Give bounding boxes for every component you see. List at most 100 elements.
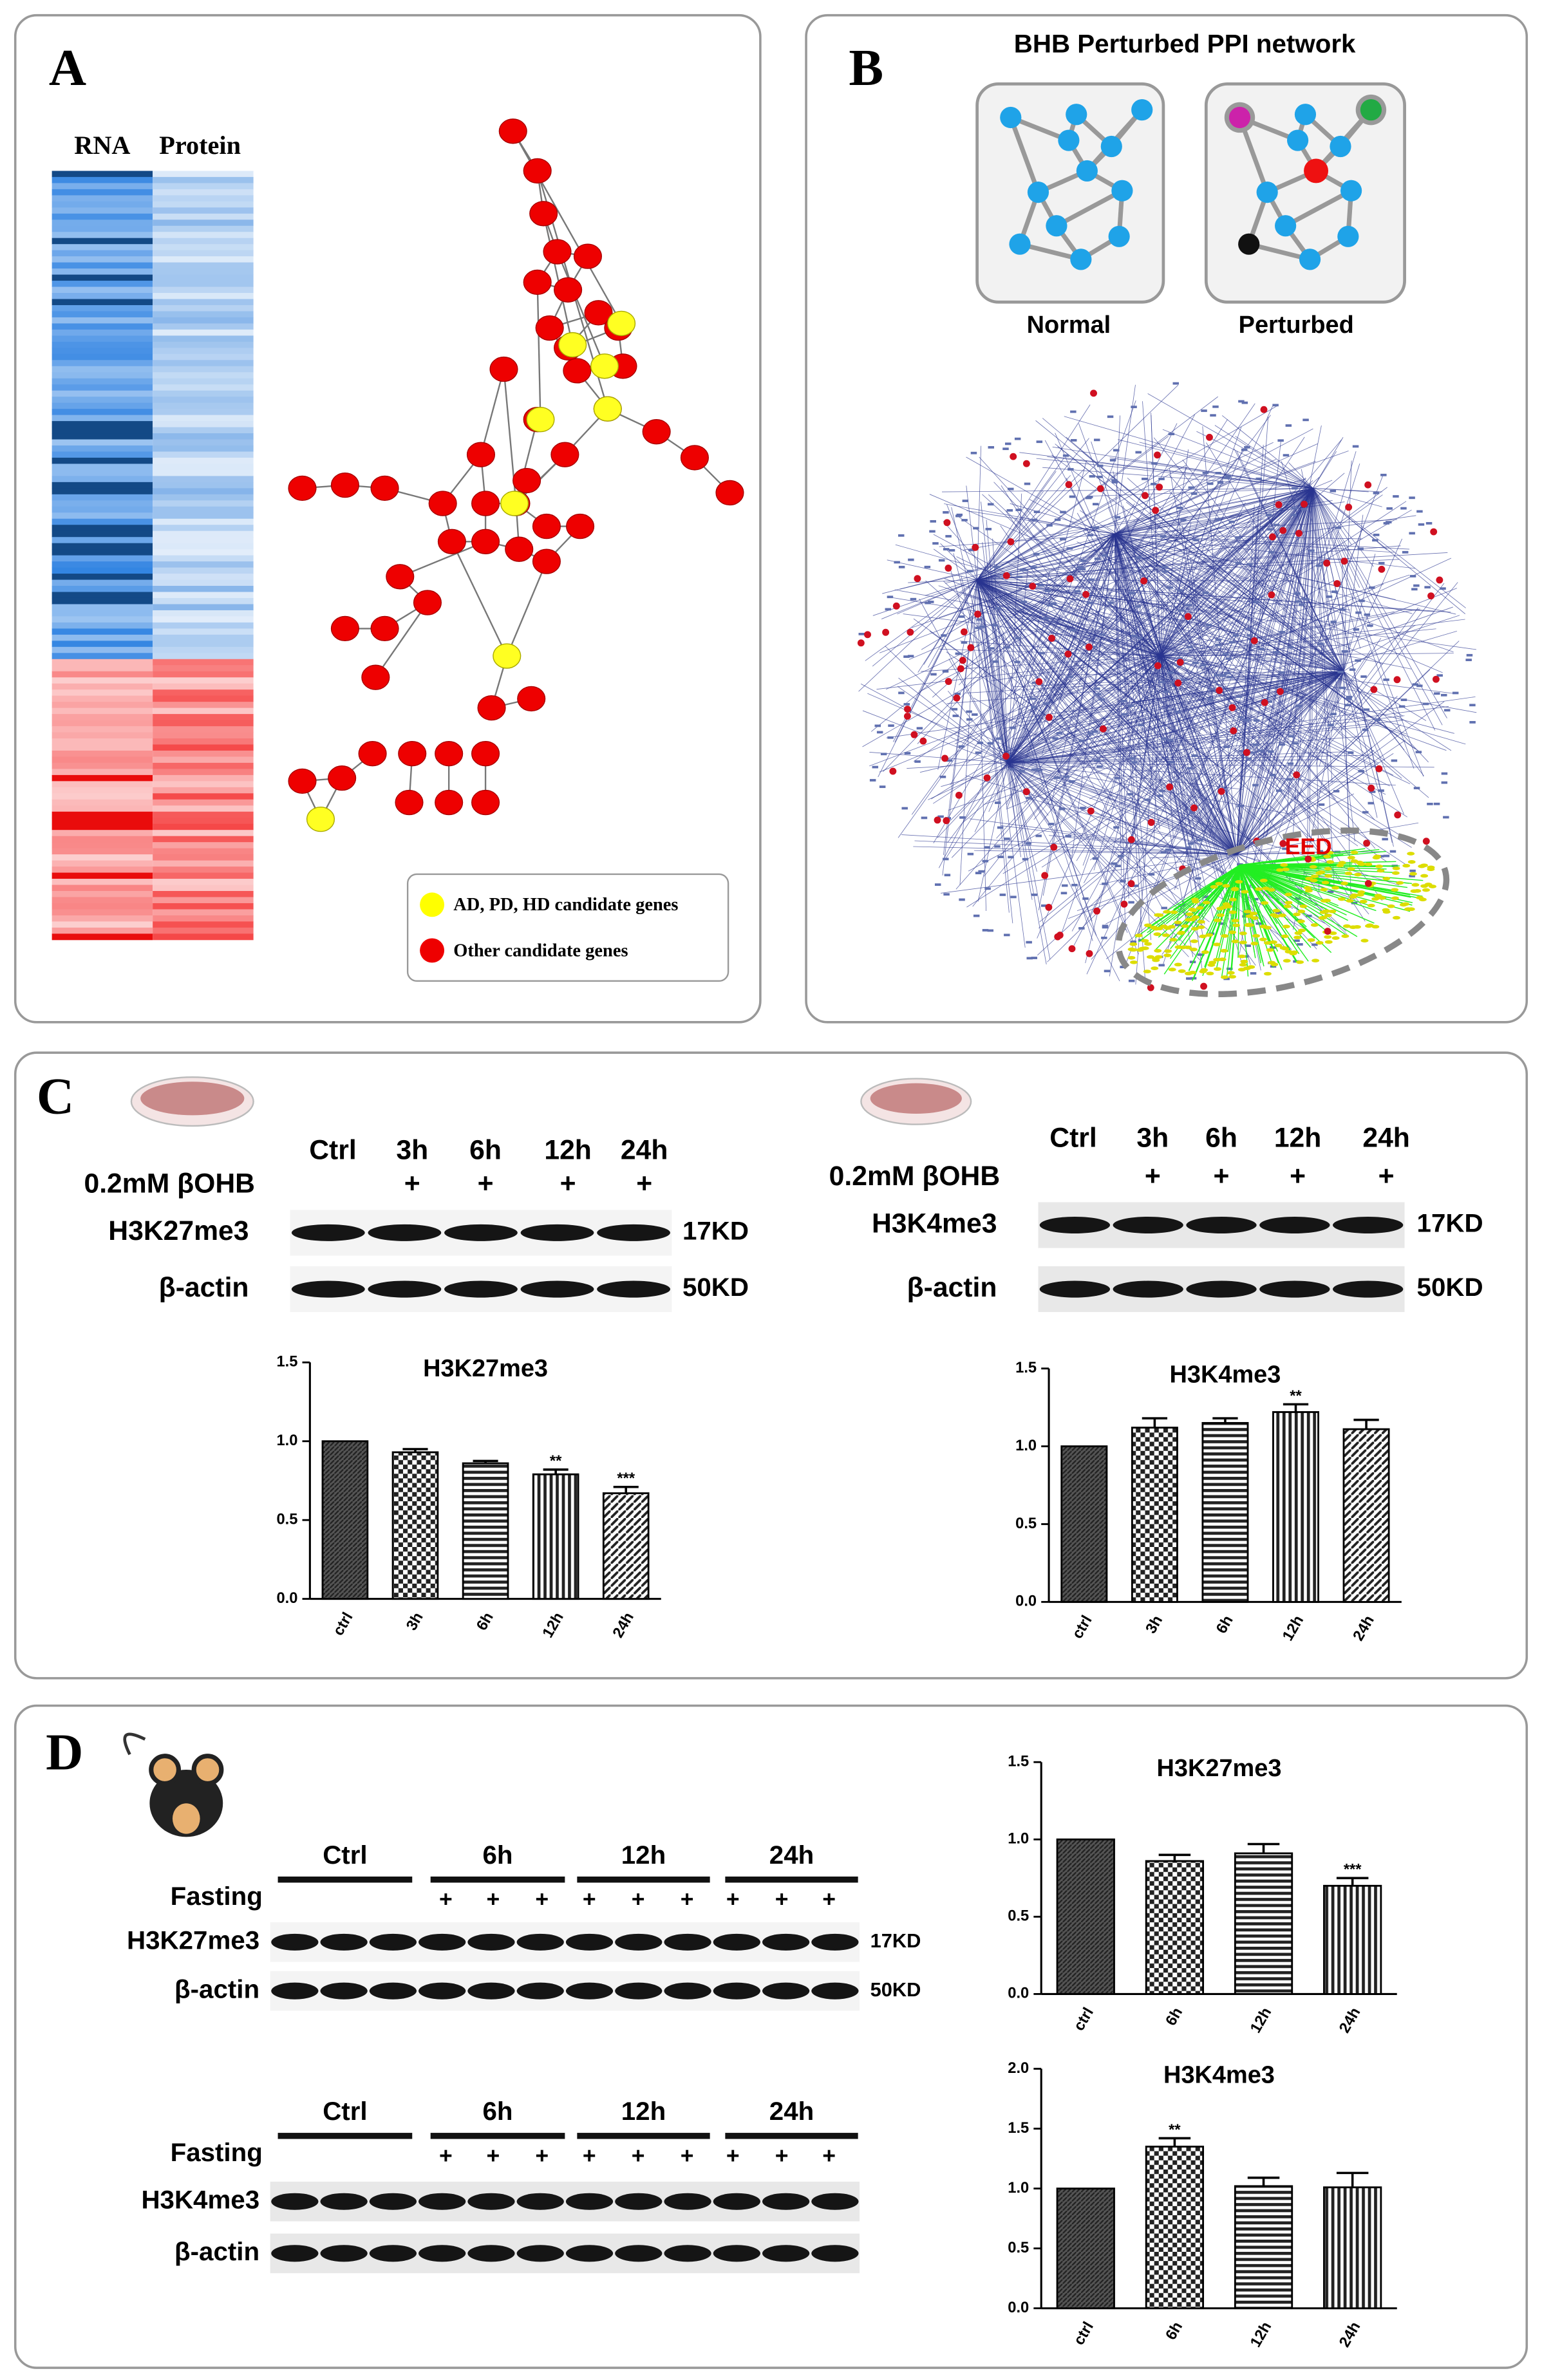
network-node [966,710,972,713]
heatmap-cell [52,543,153,550]
network-node [1294,592,1301,595]
network-node [1441,772,1448,775]
bar [1056,1838,1115,1995]
heatmap-cell [52,176,153,183]
network-node [573,243,602,269]
network-edge [977,579,1163,910]
network-node [1176,507,1183,509]
network-node [398,741,427,767]
network-node [1048,635,1055,642]
network-node [1410,889,1418,894]
network-node [1291,507,1298,510]
network-node [1409,532,1415,535]
network-node [1046,524,1053,527]
blot-band [369,2245,417,2262]
network-edge [1007,675,1160,764]
network-node [1163,910,1171,914]
bar [1201,1421,1249,1603]
network-node [1411,588,1418,591]
network-node [1206,971,1214,976]
blot-band [664,2245,711,2262]
blot-label: Fasting [171,1882,263,1911]
x-tick-label: ctrl [1071,2319,1097,2348]
network-node [1186,646,1193,649]
network-node [1387,904,1395,908]
heatmap-cell [52,305,153,312]
y-tick-label: 0.0 [1008,1985,1029,2002]
inset-node [1027,182,1049,203]
network-edge [1239,865,1371,906]
network-node [1069,780,1075,783]
heatmap-cell [52,818,153,825]
network-node [1045,903,1053,911]
network-node [500,491,529,516]
network-node [1041,872,1049,879]
network-edge [1160,436,1305,657]
network-edge [869,751,1008,764]
heatmap-cell [153,317,254,324]
network-node [370,475,399,501]
network-node [1292,742,1299,745]
network-node [1252,743,1259,746]
network-edge [1160,655,1208,735]
blot-strip [270,1971,860,2011]
network-node [1020,601,1027,603]
network-node [1364,862,1373,867]
heatmap-cell [52,695,153,702]
network-edge [943,521,1237,855]
heatmap-cell [153,762,254,769]
blot-band [713,1933,760,1951]
network-node [1066,547,1073,550]
blot-band [1259,1280,1330,1298]
heatmap-cell [153,756,254,764]
heatmap-cell [153,818,254,825]
significance-label: *** [1344,1862,1362,1879]
network-node [1024,482,1031,485]
network-node [1035,834,1042,838]
chart-title: H3K27me3 [423,1355,548,1382]
network-node [1364,879,1372,887]
heatmap-cell [153,671,254,678]
network-edge [1031,658,1237,855]
network-edge [933,655,1161,804]
heatmap-cell [52,769,153,776]
heatmap-cell [153,397,254,404]
network-node [943,817,950,825]
blot-label: 6h [483,1841,513,1869]
network-node [938,559,945,562]
network-node [489,356,518,382]
heatmap-cell [153,848,254,855]
network-node [1129,948,1138,952]
network-node [1087,807,1095,815]
network-node [1096,485,1104,492]
network-node [1200,982,1208,990]
heatmap-cell [52,171,153,178]
network-node [1199,664,1207,667]
blot-band [368,1280,442,1298]
network-edge [886,487,1313,690]
network-node [1148,873,1155,876]
network-node [1216,686,1223,694]
network-edge [1114,415,1121,534]
network-edge [968,671,1344,872]
network-edge [1114,482,1230,534]
network-node [1250,912,1257,915]
network-edge [1236,669,1431,855]
network-node [523,269,552,295]
network-node [1215,881,1223,886]
heatmap-cell [153,256,254,263]
network-edge [1012,534,1115,695]
network-node [1337,670,1344,673]
network-edge [945,762,1008,860]
network-edge [1236,728,1300,855]
network-node [1318,916,1326,920]
network-node [1070,410,1077,413]
network-node [1120,879,1126,883]
network-node [1226,676,1233,679]
network-node [1153,932,1161,936]
network-node [1247,965,1255,969]
network-node [1299,603,1305,606]
network-node [1102,924,1109,928]
network-edge [1114,534,1129,899]
network-edge [1114,450,1349,534]
